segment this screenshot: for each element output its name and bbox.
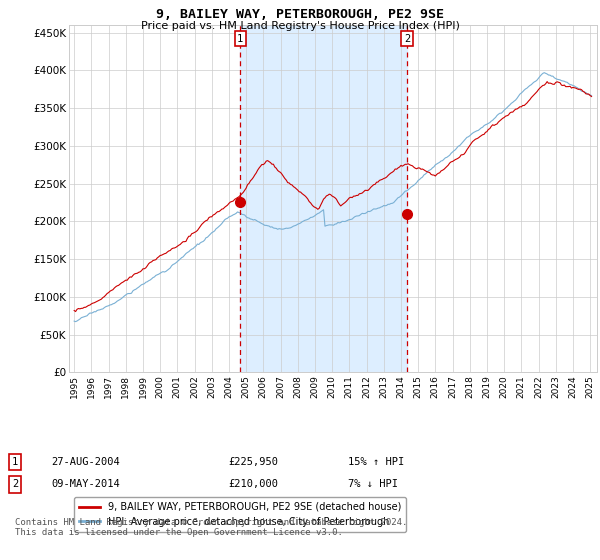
Text: 1: 1	[12, 457, 18, 467]
Text: £210,000: £210,000	[228, 479, 278, 489]
Text: 9, BAILEY WAY, PETERBOROUGH, PE2 9SE: 9, BAILEY WAY, PETERBOROUGH, PE2 9SE	[156, 8, 444, 21]
Text: 2: 2	[404, 34, 410, 44]
Text: 7% ↓ HPI: 7% ↓ HPI	[348, 479, 398, 489]
Text: Contains HM Land Registry data © Crown copyright and database right 2024.
This d: Contains HM Land Registry data © Crown c…	[15, 518, 407, 538]
Text: 27-AUG-2004: 27-AUG-2004	[51, 457, 120, 467]
Text: 09-MAY-2014: 09-MAY-2014	[51, 479, 120, 489]
Text: 2: 2	[12, 479, 18, 489]
Text: 1: 1	[237, 34, 244, 44]
Text: Price paid vs. HM Land Registry's House Price Index (HPI): Price paid vs. HM Land Registry's House …	[140, 21, 460, 31]
Bar	[240, 25, 407, 372]
Text: £225,950: £225,950	[228, 457, 278, 467]
Legend: 9, BAILEY WAY, PETERBOROUGH, PE2 9SE (detached house), HPI: Average price, detac: 9, BAILEY WAY, PETERBOROUGH, PE2 9SE (de…	[74, 497, 406, 531]
Text: 15% ↑ HPI: 15% ↑ HPI	[348, 457, 404, 467]
